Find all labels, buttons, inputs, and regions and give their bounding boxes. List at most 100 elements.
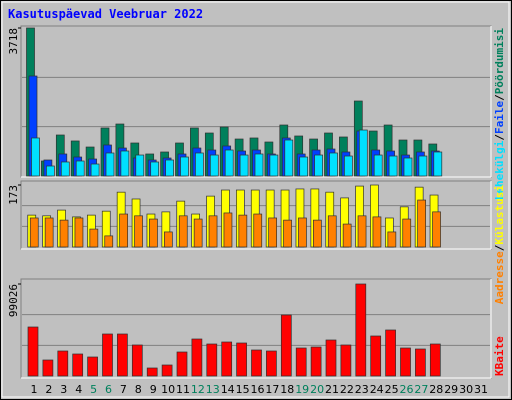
bar [195, 152, 204, 177]
x-tick-label: 25 [385, 383, 399, 396]
x-tick-label: 9 [150, 383, 157, 396]
x-tick-label: 22 [340, 383, 354, 396]
legend-entry: Aadresse [493, 251, 506, 304]
bar [164, 231, 173, 248]
bar [60, 161, 70, 177]
bar [150, 161, 160, 177]
bar [310, 346, 322, 377]
bar [74, 217, 84, 248]
bar [46, 165, 55, 177]
y-tick-label: 3718 [7, 28, 20, 55]
x-tick-label: 4 [75, 383, 82, 396]
bar [344, 155, 353, 177]
bar [313, 219, 322, 248]
x-tick-label: 27 [414, 383, 428, 396]
bar [299, 156, 309, 177]
x-tick-label: 7 [120, 383, 127, 396]
bar [89, 228, 99, 248]
x-tick-label: 11 [176, 383, 190, 396]
bar [403, 157, 413, 177]
bar [251, 349, 262, 377]
bar [355, 283, 367, 377]
bar [209, 154, 219, 177]
bar [208, 215, 218, 248]
bar [342, 223, 352, 248]
bar [372, 216, 382, 248]
bar [119, 213, 129, 248]
legend: KBaite [493, 336, 506, 376]
x-tick-label: 1 [31, 383, 38, 396]
bar [191, 338, 203, 377]
bar [27, 326, 39, 377]
legend-entry: KBaite [493, 336, 506, 376]
bar [314, 154, 323, 177]
bar [385, 329, 396, 377]
bar [117, 333, 128, 377]
bar [429, 343, 441, 377]
bar [59, 219, 69, 248]
bar [72, 353, 84, 377]
bar [433, 151, 443, 177]
bar [373, 154, 383, 177]
bar [298, 217, 307, 248]
legend: Aadresse/Külastusi [493, 185, 506, 305]
bar [269, 154, 279, 177]
bar [284, 139, 294, 177]
bar [402, 218, 412, 248]
legend-separator: / [493, 94, 506, 101]
x-tick-label: 19 [295, 383, 309, 396]
x-tick-label: 15 [236, 383, 250, 396]
bar [325, 339, 337, 377]
bar [31, 137, 40, 177]
bar [102, 333, 113, 377]
legend-separator: / [493, 134, 506, 141]
x-tick-label: 24 [370, 383, 384, 396]
bar [295, 347, 307, 377]
bar [224, 149, 234, 177]
x-tick-label: 17 [265, 383, 279, 396]
bar [417, 199, 426, 248]
bar [280, 314, 292, 377]
bar [178, 215, 188, 248]
bar [388, 155, 398, 177]
chart-title: Kasutuspäevad Veebruar 2022 [8, 7, 203, 21]
bar [239, 154, 249, 177]
bar [57, 350, 69, 377]
bar [236, 342, 247, 377]
bar [120, 150, 130, 177]
bar [29, 217, 39, 248]
legend-separator: / [493, 244, 506, 251]
x-tick-label: 13 [206, 383, 220, 396]
bar [418, 155, 428, 177]
bar [161, 364, 173, 377]
legend-entry: Lehekülgi [493, 140, 506, 200]
y-tick-label: 173 [7, 185, 20, 205]
bar [221, 341, 233, 377]
bar [358, 129, 368, 177]
x-tick-label: 18 [280, 383, 294, 396]
x-tick-label: 30 [459, 383, 473, 396]
bar [180, 156, 189, 177]
bar [146, 367, 158, 377]
x-tick-label: 2 [45, 383, 52, 396]
x-tick-label: 3 [60, 383, 67, 396]
legend-entry: Pöördumisi [493, 28, 506, 95]
x-tick-label: 12 [191, 383, 205, 396]
bar [415, 348, 426, 377]
x-tick-label: 5 [90, 383, 97, 396]
bar [223, 212, 233, 248]
bar [327, 215, 337, 248]
bar [135, 154, 145, 177]
bar [104, 235, 114, 248]
bar [206, 343, 218, 377]
bar [400, 347, 411, 377]
bar [90, 163, 100, 177]
bar [75, 160, 85, 177]
bar [193, 218, 203, 248]
legend-entry: Külastusi [493, 185, 506, 245]
bar [340, 344, 352, 377]
x-tick-label: 21 [325, 383, 339, 396]
